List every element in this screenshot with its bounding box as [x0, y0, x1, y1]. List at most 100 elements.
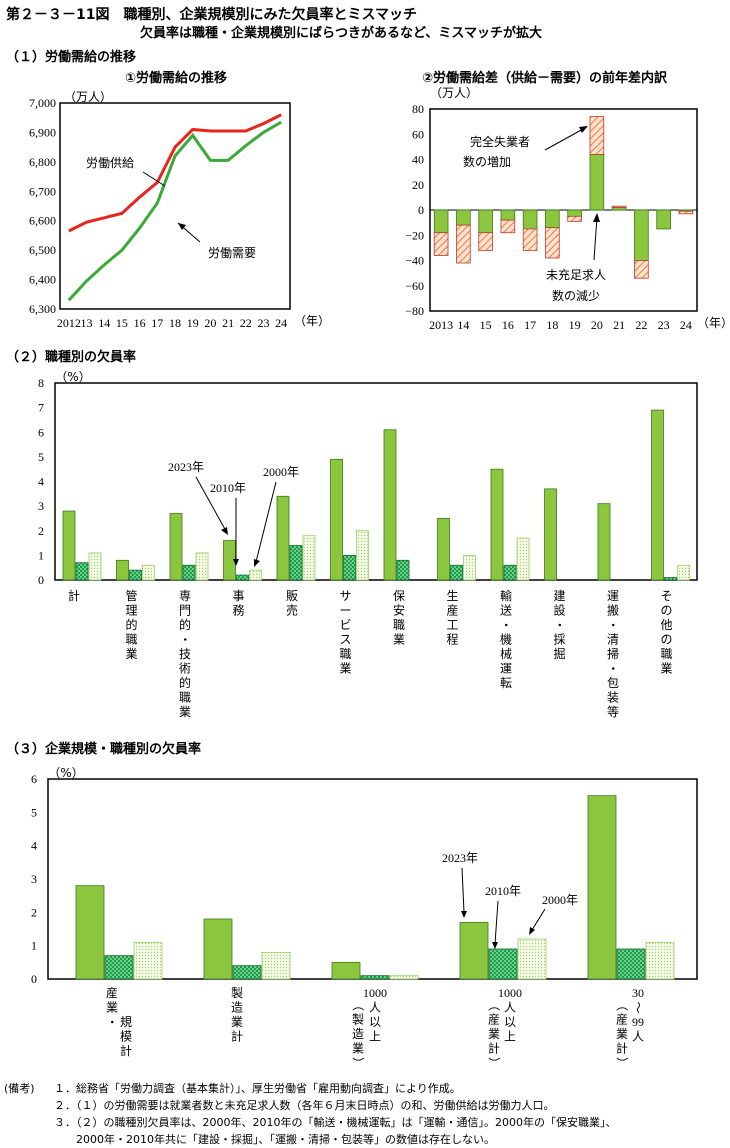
chart1-frame: [59, 102, 291, 310]
bar-2000: [677, 564, 690, 581]
bar-2000: [516, 537, 530, 581]
note-item: １．総務省「労働力調査（基本集計）」、厚生労働省「雇用動向調査」により作成。: [54, 1082, 461, 1095]
axis-label-char: 安: [393, 603, 405, 618]
chart1-ytick-label: 6,300: [29, 302, 56, 316]
bar-2023: [544, 488, 557, 581]
axis-label-char: 的: [179, 675, 191, 690]
bar-unemployed-increase: [456, 224, 471, 264]
figure-subtitle: 欠員率は職種・企業規模別にばらつきがあるなど、ミスマッチが拡大: [140, 26, 542, 41]
axis-label-char: 的: [125, 617, 137, 632]
axis-label-char: 清: [607, 633, 619, 647]
axis-label-char: 装: [607, 691, 619, 705]
chart4-xtick-label: （ 製造業）: [351, 999, 365, 1069]
chart4-ytick-label: 1: [31, 939, 37, 953]
bar-vacancy-decrease: [456, 209, 471, 226]
chart1-ytick-label: 6,600: [29, 214, 56, 228]
bar-2000: [389, 975, 419, 980]
bar-2010: [450, 564, 463, 581]
vacancy-annotation-line2: 数の減少: [552, 288, 600, 303]
chart4-ytick-label: 6: [31, 772, 37, 786]
chart2-xtick-label: 23: [658, 318, 670, 332]
axis-label-char: 械: [500, 646, 512, 661]
axis-label-char: 以: [369, 1015, 381, 1029]
axis-label-char: 技: [179, 647, 191, 661]
chart3-ytick-label: 7: [38, 401, 44, 415]
bar-vacancy-decrease: [478, 209, 493, 234]
chart4-ytick-label: 0: [31, 972, 37, 986]
axis-label-char: 送: [500, 603, 512, 618]
bar-2010: [503, 564, 517, 581]
chart1-xtick-label: 16: [134, 316, 146, 330]
chart3-ytick-label: 8: [38, 376, 44, 390]
axis-label-char: 転: [500, 676, 512, 690]
axis-label-char: 包: [607, 676, 619, 690]
chart3-xtick-label: 運搬・清掃・包装等: [606, 589, 620, 719]
unemployed-annotation-line1: 完全失業者: [470, 134, 530, 149]
bar-2010: [129, 569, 142, 581]
chart2-xtick-label: 2013: [429, 318, 453, 332]
bar-2023: [331, 961, 361, 980]
chart2-ytick-label: 40: [412, 153, 424, 167]
axis-label-char: 模: [120, 1030, 132, 1044]
axis-label-char: 業: [106, 1001, 118, 1015]
axis-label-char: 業: [352, 1042, 364, 1056]
bar-2010: [664, 577, 677, 581]
axis-label-char: 計: [616, 1041, 628, 1056]
chart3-ytick-label: 6: [38, 425, 44, 439]
unemployed-annotation-line2: 数の増加: [463, 154, 511, 169]
bar-vacancy-decrease: [500, 209, 516, 221]
bar-unemployed-increase: [678, 210, 694, 215]
axis-label-char: ス: [339, 633, 351, 647]
chart4-xtick-label: （産業計）: [615, 999, 629, 1069]
bar-vacancy-decrease: [522, 209, 538, 230]
axis-label-char: 保: [393, 589, 405, 603]
bar-2000: [261, 951, 291, 980]
bar-unemployed-increase: [500, 219, 516, 234]
bar-2023: [75, 885, 105, 980]
axis-label-char: 程: [446, 632, 458, 647]
bar-2000: [517, 938, 547, 980]
axis-label-char: 規: [120, 1014, 132, 1029]
chart2-xtick-label: 15: [480, 318, 492, 332]
chart1-xtick-label: 24: [275, 316, 287, 330]
bar-vacancy-decrease: [545, 209, 560, 229]
unemployed-arrow: [544, 127, 586, 151]
note-item: ３．（２）の職種別欠員率は、2000年、2010年の「輸送・機械運転」は「運輸・…: [54, 1116, 617, 1129]
arrow-2023: [195, 476, 227, 532]
bar-2023: [276, 495, 290, 581]
axis-label-char: ）: [487, 1057, 501, 1069]
chart1-xtick-label: 20: [204, 316, 216, 330]
chart3-ytick-label: 3: [38, 499, 44, 513]
bar-2000: [142, 564, 155, 581]
bar-2010: [616, 948, 646, 980]
axis-label-char: 業: [339, 662, 351, 676]
axis-label-char: （: [351, 999, 365, 1011]
axis-label-char: 設: [553, 603, 565, 618]
chart1-ytick-label: 6,500: [29, 243, 56, 257]
chart1-ytick-label: 6,700: [29, 184, 56, 198]
vacancy-annotation-line1: 未充足求人: [546, 267, 606, 282]
supply-arrow: [142, 171, 166, 187]
annotation-2000: 2000年: [263, 465, 299, 479]
vacancy-arrow: [593, 216, 598, 261]
axis-label-char: 術: [179, 662, 191, 676]
axis-label-char: ・: [499, 619, 513, 631]
axis-label-char: そ: [660, 589, 672, 603]
bar-vacancy-decrease: [567, 209, 582, 217]
chart2-xtick-label: 22: [635, 318, 647, 332]
bar-2023: [62, 510, 76, 581]
axis-label-char: 機: [500, 632, 512, 647]
bar-2023: [169, 513, 183, 581]
axis-label-char: 業: [488, 1027, 500, 1041]
axis-label-char: の: [660, 604, 672, 618]
chart2-unit-label: （万人）: [430, 86, 478, 100]
chart4-unit-label: （%）: [48, 766, 83, 780]
axis-label-char: 以: [504, 1015, 516, 1029]
annotation-2023: 2023年: [442, 851, 478, 865]
axis-label-char: 職: [660, 647, 672, 661]
chart3-unit-label: （%）: [55, 370, 90, 384]
axis-label-char: 生: [446, 589, 458, 603]
chart2-xtick-label: 14: [457, 318, 469, 332]
chart2-xtick-label: 24: [680, 318, 692, 332]
